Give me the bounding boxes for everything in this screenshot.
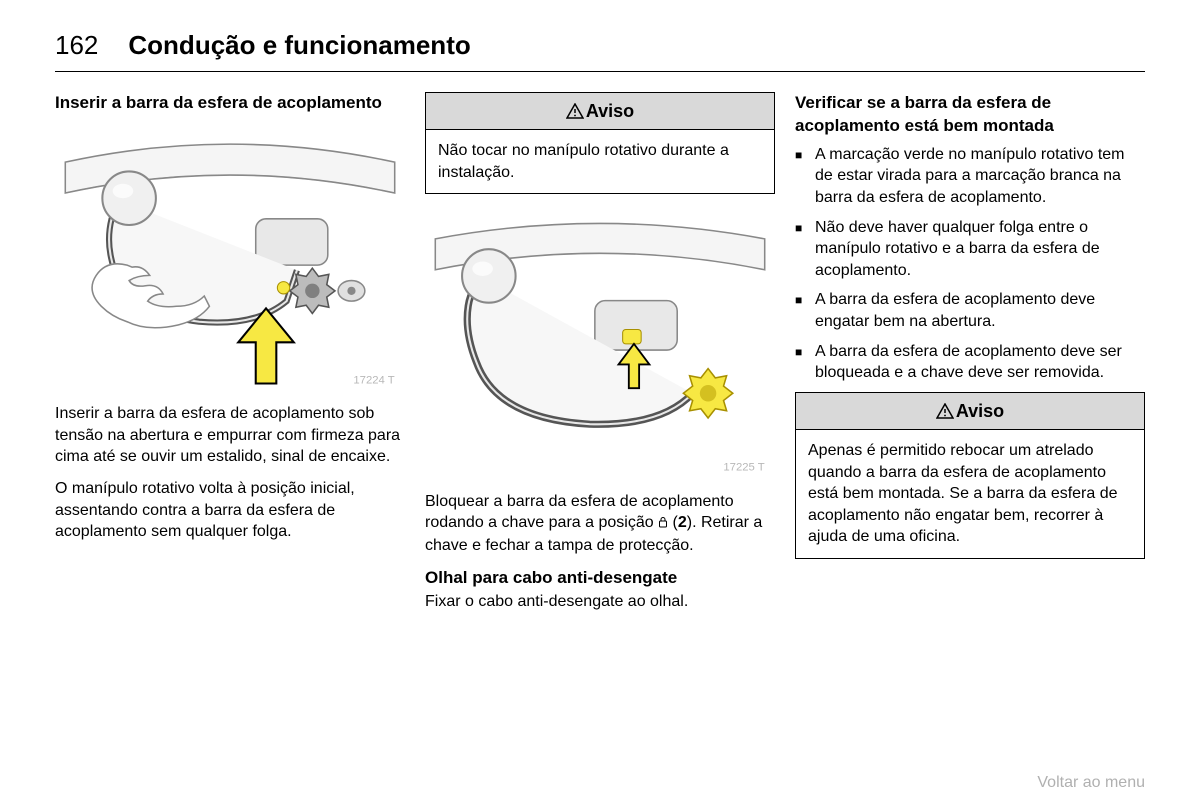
warning-box-1: Aviso Não tocar no manípulo rotativo dur… — [425, 92, 775, 194]
column-3: Verificar se a barra da esfera de acopla… — [795, 92, 1145, 623]
page-number: 162 — [55, 30, 98, 61]
figure-2-label: 17225 T — [723, 462, 764, 474]
col3-heading: Verificar se a barra da esfera de acopla… — [795, 92, 1145, 138]
warning-title-2: Aviso — [796, 393, 1144, 430]
page-header: 162 Condução e funcionamento — [55, 30, 1145, 72]
figure-1: 17224 T — [55, 121, 405, 395]
warning-box-2: Aviso Apenas é permitido rebocar um atre… — [795, 392, 1145, 559]
content-columns: Inserir a barra da esfera de acoplamento — [55, 92, 1145, 623]
figure-1-label: 17224 T — [353, 374, 394, 386]
col1-para1: Inserir a barra da esfera de acoplamento… — [55, 403, 405, 468]
chapter-title: Condução e funcionamento — [128, 30, 470, 61]
col2-para1: Bloquear a barra da esfera de acoplament… — [425, 491, 775, 557]
column-2: Aviso Não tocar no manípulo rotativo dur… — [425, 92, 775, 623]
col2-subheading: Olhal para cabo anti-desengate — [425, 567, 775, 590]
back-to-menu-link[interactable]: Voltar ao menu — [1037, 774, 1145, 792]
warning-triangle-icon — [566, 103, 584, 119]
warning-triangle-icon — [936, 403, 954, 419]
lock-icon — [658, 513, 668, 535]
col1-para2: O manípulo rotativo volta à posição inic… — [55, 478, 405, 543]
bullet-item: A marcação verde no manípulo rotativo te… — [795, 144, 1145, 209]
col1-heading: Inserir a barra da esfera de acoplamento — [55, 92, 405, 115]
tow-bar-lock-illustration: 17225 T — [425, 208, 775, 476]
bullet-item: A barra da esfera de acoplamento deve en… — [795, 289, 1145, 332]
verify-bullets: A marcação verde no manípulo rotativo te… — [795, 144, 1145, 384]
tow-bar-insert-illustration: 17224 T — [55, 121, 405, 389]
warning-body-2: Apenas é permitido rebocar um atrelado q… — [796, 430, 1144, 558]
bullet-item: Não deve haver qualquer folga entre o ma… — [795, 217, 1145, 282]
bullet-item: A barra da esfera de acoplamento deve se… — [795, 341, 1145, 384]
col2-para2: Fixar o cabo anti-desengate ao olhal. — [425, 591, 775, 613]
figure-2: 17225 T — [425, 208, 775, 482]
warning-title-1: Aviso — [426, 93, 774, 130]
warning-body-1: Não tocar no manípulo rotativo durante a… — [426, 130, 774, 193]
column-1: Inserir a barra da esfera de acoplamento — [55, 92, 405, 623]
manual-page: 162 Condução e funcionamento Inserir a b… — [0, 0, 1200, 623]
